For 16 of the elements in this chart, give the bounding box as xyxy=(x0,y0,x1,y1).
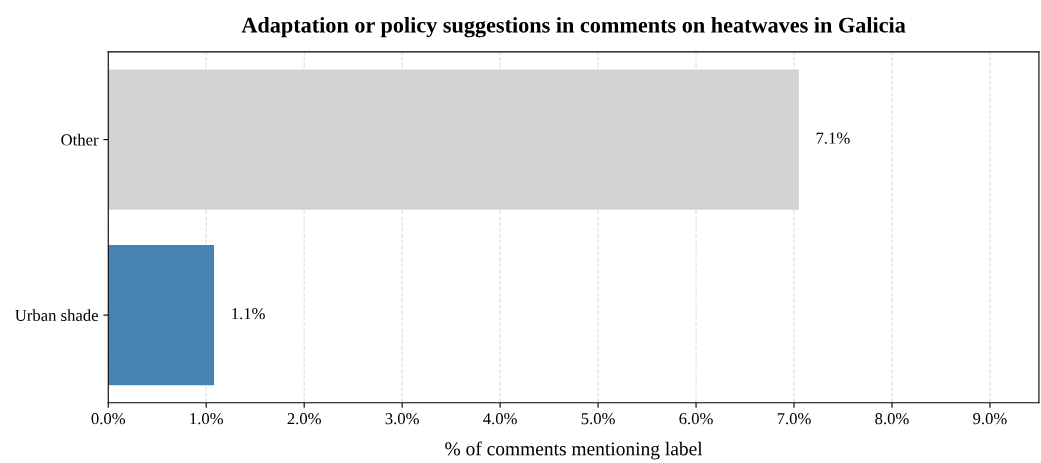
x-tick-label: 5.0% xyxy=(581,413,615,425)
x-tick-label: 7.0% xyxy=(777,413,811,425)
data-label: 7.1% xyxy=(816,132,850,144)
x-tick-label: 0.0% xyxy=(91,413,126,425)
y-tick-label: Other xyxy=(61,133,99,146)
data-label: 1.1% xyxy=(232,308,265,320)
x-tick-label: 2.0% xyxy=(287,413,321,425)
x-tick-label: 9.0% xyxy=(973,413,1007,425)
chart-title: Adaptation or policy suggestions in comments on heatwaves in Galicia xyxy=(241,16,906,38)
x-axis-title: % of comments mentioning label xyxy=(445,441,703,460)
y-tick-label: Urban shade xyxy=(15,309,98,322)
x-tick-label: 8.0% xyxy=(875,413,909,425)
x-tick-label: 1.0% xyxy=(190,413,224,425)
x-tick-label: 6.0% xyxy=(679,413,713,425)
x-tick-label: 3.0% xyxy=(385,413,419,425)
x-tick-label: 4.0% xyxy=(483,413,517,425)
